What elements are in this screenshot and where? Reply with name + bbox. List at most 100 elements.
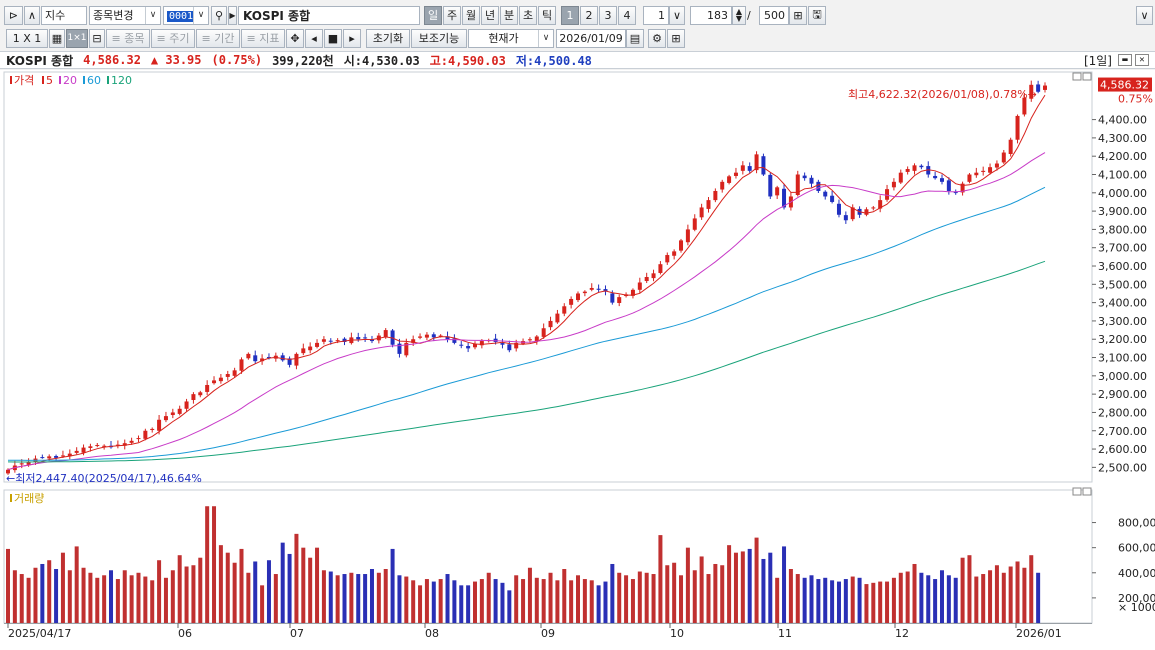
- window-icon[interactable]: ⊟: [89, 28, 105, 48]
- aux-function-button[interactable]: 보조기능: [411, 28, 467, 48]
- indicator-icon[interactable]: ⊞: [667, 28, 685, 48]
- volume-bar-144: [994, 565, 999, 623]
- search-icon[interactable]: ⚲: [211, 5, 227, 25]
- number-button-3[interactable]: 3: [599, 5, 617, 25]
- y-tick-label-14: 3,000.00: [1098, 370, 1147, 383]
- volume-amount: 399,220천: [272, 53, 334, 68]
- volume-bar-101: [699, 556, 704, 623]
- reset-button[interactable]: 초기화: [366, 28, 410, 48]
- save-icon[interactable]: 🖫: [808, 5, 826, 25]
- price-type-combo[interactable]: 현재가 ∨: [468, 28, 554, 48]
- volume-bar-19: [136, 572, 141, 623]
- volume-bar-90: [624, 575, 629, 623]
- candle-body-150: [1036, 84, 1041, 92]
- x-tick-label-5: 10: [670, 627, 684, 640]
- candle-body-82: [569, 298, 574, 305]
- volume-bar-147: [1015, 561, 1020, 623]
- period-button-월[interactable]: 월: [462, 5, 480, 25]
- market-combo[interactable]: 지수: [41, 5, 87, 25]
- expand-panel-button[interactable]: ⊳: [4, 5, 23, 25]
- volume-bar-128: [885, 581, 890, 623]
- candle-body-120: [830, 195, 835, 202]
- add-window-icon[interactable]: ⊞: [789, 5, 807, 25]
- candle-body-27: [191, 394, 196, 400]
- volume-bar-46: [321, 570, 326, 623]
- code-input[interactable]: 0001 ∨: [163, 5, 209, 25]
- single-grid-button[interactable]: 1×1: [66, 28, 88, 48]
- candle-body-111: [768, 174, 773, 197]
- date-input[interactable]: 2026/01/09: [556, 28, 626, 48]
- y-tick-label-13: 3,100.00: [1098, 352, 1147, 365]
- chevron-down-icon[interactable]: ∨: [1136, 5, 1153, 25]
- change-item-combo[interactable]: 종목변경 ∨: [89, 5, 161, 25]
- candle-body-117: [809, 177, 814, 184]
- volume-bar-23: [163, 577, 168, 623]
- volume-bar-57: [397, 575, 402, 623]
- total-input[interactable]: 500: [759, 5, 789, 25]
- volume-bar-0: [6, 548, 10, 623]
- x-tick-label-3: 08: [425, 627, 439, 640]
- ma-line-5: [7, 94, 1046, 471]
- chevron-up-icon[interactable]: ∧: [24, 5, 40, 25]
- number-button-2[interactable]: 2: [580, 5, 598, 25]
- step-input[interactable]: 1: [643, 5, 669, 25]
- candle-body-83: [576, 293, 581, 301]
- minimize-icon[interactable]: ▬: [1118, 54, 1132, 66]
- settings-gear-icon[interactable]: ⚙: [648, 28, 666, 48]
- chart-area[interactable]: 4,400.00 4,300.00 4,200.00 4,100.00 4,000.00…: [0, 70, 1155, 647]
- play-icon[interactable]: ▶: [228, 5, 237, 25]
- volume-bar-133: [919, 572, 924, 623]
- chevron-down-icon[interactable]: ∨: [669, 5, 685, 25]
- candle-body-21: [150, 428, 155, 431]
- volume-bar-106: [733, 552, 738, 623]
- calendar-icon[interactable]: ▤: [626, 28, 644, 48]
- period-button-년[interactable]: 년: [481, 5, 499, 25]
- x-tick-label-0: 2025/04/17: [8, 627, 71, 640]
- x-tick-label-6: 11: [778, 627, 792, 640]
- number-button-1[interactable]: 1: [561, 5, 579, 25]
- step-value: 1: [658, 8, 665, 22]
- ma-line-120: [7, 260, 1046, 463]
- candle-body-48: [335, 340, 340, 342]
- pane-control-icon-2: [1072, 487, 1082, 496]
- stop-icon[interactable]: ■: [324, 28, 342, 48]
- volume-bar-45: [315, 547, 320, 623]
- period-button-주[interactable]: 주: [443, 5, 461, 25]
- grid-icon[interactable]: ▦: [49, 28, 65, 48]
- candle-body-95: [658, 264, 663, 273]
- chevron-down-icon[interactable]: ∨: [145, 6, 160, 24]
- volume-bar-137: [946, 575, 951, 623]
- layout-button[interactable]: 1 X 1: [6, 28, 48, 48]
- chevron-down-icon[interactable]: ∨: [538, 29, 553, 47]
- disabled-button-0[interactable]: ≡ 종목: [106, 28, 150, 48]
- candle-body-65: [452, 338, 457, 343]
- market-combo-value: 지수: [45, 9, 66, 22]
- volume-bar-14: [102, 575, 107, 623]
- candle-body-112: [775, 187, 780, 196]
- chevron-down-icon[interactable]: ∨: [193, 6, 208, 24]
- candle-body-87: [603, 289, 608, 292]
- price-chart-svg[interactable]: 4,400.00 4,300.00 4,200.00 4,100.00 4,000.00…: [0, 70, 1155, 647]
- next-icon[interactable]: ▸: [343, 28, 361, 48]
- y-tick-label-8: 3,600.00: [1098, 260, 1147, 273]
- volume-bar-17: [122, 570, 127, 623]
- spinner-icon[interactable]: ▲ ▼: [732, 5, 746, 25]
- volume-bar-51: [356, 574, 361, 623]
- disabled-button-2[interactable]: ≡ 기간: [196, 28, 240, 48]
- previous-icon[interactable]: ◂: [305, 28, 323, 48]
- volume-bar-9: [67, 570, 72, 623]
- period-button-분[interactable]: 분: [500, 5, 518, 25]
- close-icon[interactable]: ✕: [1135, 54, 1149, 66]
- item-name-field[interactable]: KOSPI 종합: [238, 5, 420, 25]
- candle-body-72: [500, 343, 505, 345]
- volume-bar-116: [802, 577, 807, 623]
- count-input[interactable]: 183: [690, 5, 732, 25]
- disabled-button-3[interactable]: ≡ 지표: [241, 28, 285, 48]
- period-button-일[interactable]: 일: [424, 5, 442, 25]
- number-button-4[interactable]: 4: [618, 5, 636, 25]
- disabled-button-1[interactable]: ≡ 주기: [151, 28, 195, 48]
- period-button-초[interactable]: 초: [519, 5, 537, 25]
- period-button-틱[interactable]: 틱: [538, 5, 556, 25]
- move-icon[interactable]: ✥: [286, 28, 304, 48]
- candle-body-61: [424, 334, 429, 338]
